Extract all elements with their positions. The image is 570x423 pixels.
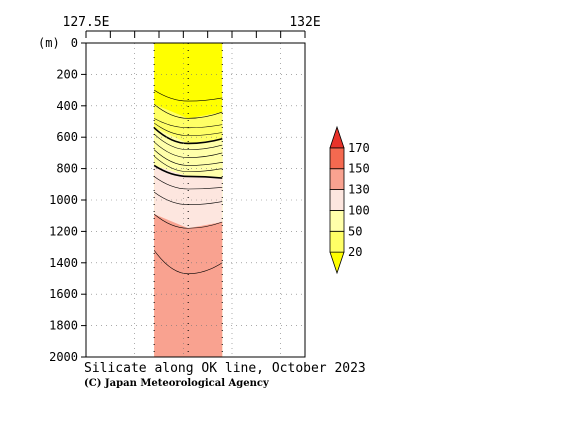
- left-axis: 0 200 400 600 800 1000 1200 1400 1600 1800 2000: [49, 36, 86, 364]
- top-axis-label-1: 132E: [289, 15, 320, 30]
- left-axis-label-2000: 2000: [49, 350, 78, 364]
- left-axis-label-400: 400: [56, 99, 78, 113]
- colorbar-segment-4: [329, 168, 345, 190]
- contour-lines-layer: [153, 89, 223, 275]
- contour-line-60: [153, 133, 223, 151]
- contour-line-80: [153, 149, 223, 166]
- left-axis-label-200: 200: [56, 67, 78, 81]
- chart-title: Silicate along OK line, October 2023: [84, 361, 366, 376]
- colorbar-label-20: 20: [348, 245, 362, 259]
- colorbar-segment-6: [329, 125, 345, 149]
- colorbar-label-130: 130: [348, 183, 370, 197]
- contour-line-130: [153, 213, 223, 229]
- contour-line-20: [153, 103, 223, 119]
- left-axis-label-0: 0: [71, 36, 78, 50]
- colorbar-label-150: 150: [348, 162, 370, 176]
- left-axis-label-1000: 1000: [49, 193, 78, 207]
- colorbar-label-50: 50: [348, 224, 362, 238]
- colorbar-segment-3: [329, 189, 345, 211]
- colorbar-segment-1: [329, 230, 345, 253]
- credit-text: (C) Japan Meteorological Agency: [84, 378, 270, 389]
- contour-line-110: [153, 176, 223, 190]
- colorbar: 20 50 100 130 150 170: [329, 125, 370, 275]
- contour-line-70: [153, 141, 223, 158]
- y-unit-label: (m): [38, 36, 60, 50]
- left-axis-label-600: 600: [56, 130, 78, 144]
- contour-line-50: [153, 127, 223, 145]
- contour-line-40: [153, 122, 223, 136]
- colorbar-segment-5: [329, 147, 345, 170]
- top-axis: 127.5E 132E: [63, 15, 321, 38]
- left-axis-label-1600: 1600: [49, 287, 78, 301]
- left-axis-label-800: 800: [56, 162, 78, 176]
- colorbar-segment-0: [329, 251, 345, 275]
- contour-fill-layer: [154, 43, 223, 357]
- top-axis-label-0: 127.5E: [63, 15, 110, 30]
- left-axis-label-1800: 1800: [49, 319, 78, 333]
- contour-line-10: [153, 89, 223, 102]
- colorbar-label-100: 100: [348, 203, 370, 217]
- colorbar-segment-2: [329, 210, 345, 232]
- left-axis-label-1200: 1200: [49, 224, 78, 238]
- contour-line-90: [153, 155, 223, 173]
- left-axis-label-1400: 1400: [49, 256, 78, 270]
- colorbar-label-170: 170: [348, 141, 370, 155]
- fill-band-above-130: [154, 214, 223, 357]
- contour-line-140: [153, 250, 223, 275]
